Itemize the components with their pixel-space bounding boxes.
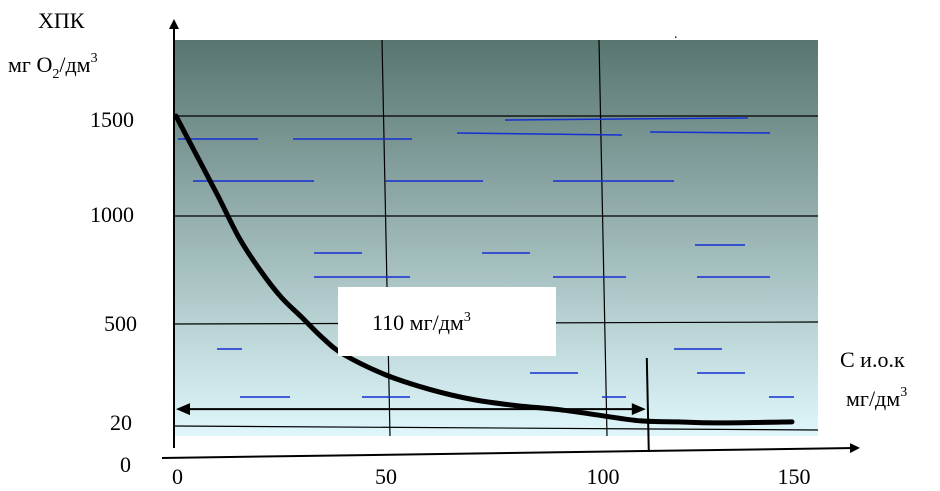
x-tick-0: 0 <box>172 464 183 489</box>
y-axis-unit: мг О2/дм3 <box>8 51 98 82</box>
gridline-x-50 <box>381 39 391 437</box>
annotation-label: 110 мг/дм3 <box>372 310 471 335</box>
y-axis-label: ХПК <box>38 8 85 33</box>
bg-dash-4 <box>649 131 771 134</box>
y-tick-1000: 1000 <box>90 202 134 227</box>
annotation-arrowhead-left <box>176 403 190 416</box>
gridline-x-100 <box>598 39 608 437</box>
x-axis <box>161 443 860 459</box>
y-tick-20: 20 <box>110 410 132 435</box>
annotation-arrowhead-right <box>631 403 646 416</box>
y-tick-0: 0 <box>120 452 131 477</box>
y-tick-500: 500 <box>104 311 137 336</box>
y-tick-1500: 1500 <box>90 107 134 132</box>
decorative-dash-pattern <box>178 117 794 398</box>
x-axis-unit: мг/дм3 <box>846 385 907 411</box>
series-line <box>173 113 795 426</box>
annotation-box <box>338 287 556 356</box>
x-tick-50: 50 <box>375 464 397 489</box>
gridline-y-0 <box>173 425 819 431</box>
plot-background <box>174 40 818 436</box>
x-axis-label: С и.о.к <box>840 347 905 372</box>
bg-dash-2 <box>456 132 623 136</box>
vertical-gridlines <box>381 39 608 437</box>
bg-dash-3 <box>504 117 749 121</box>
annotation-end-marker <box>645 357 650 453</box>
stray-dot: . <box>674 27 678 42</box>
x-tick-100: 100 <box>587 464 620 489</box>
x-tick-150: 150 <box>778 464 811 489</box>
